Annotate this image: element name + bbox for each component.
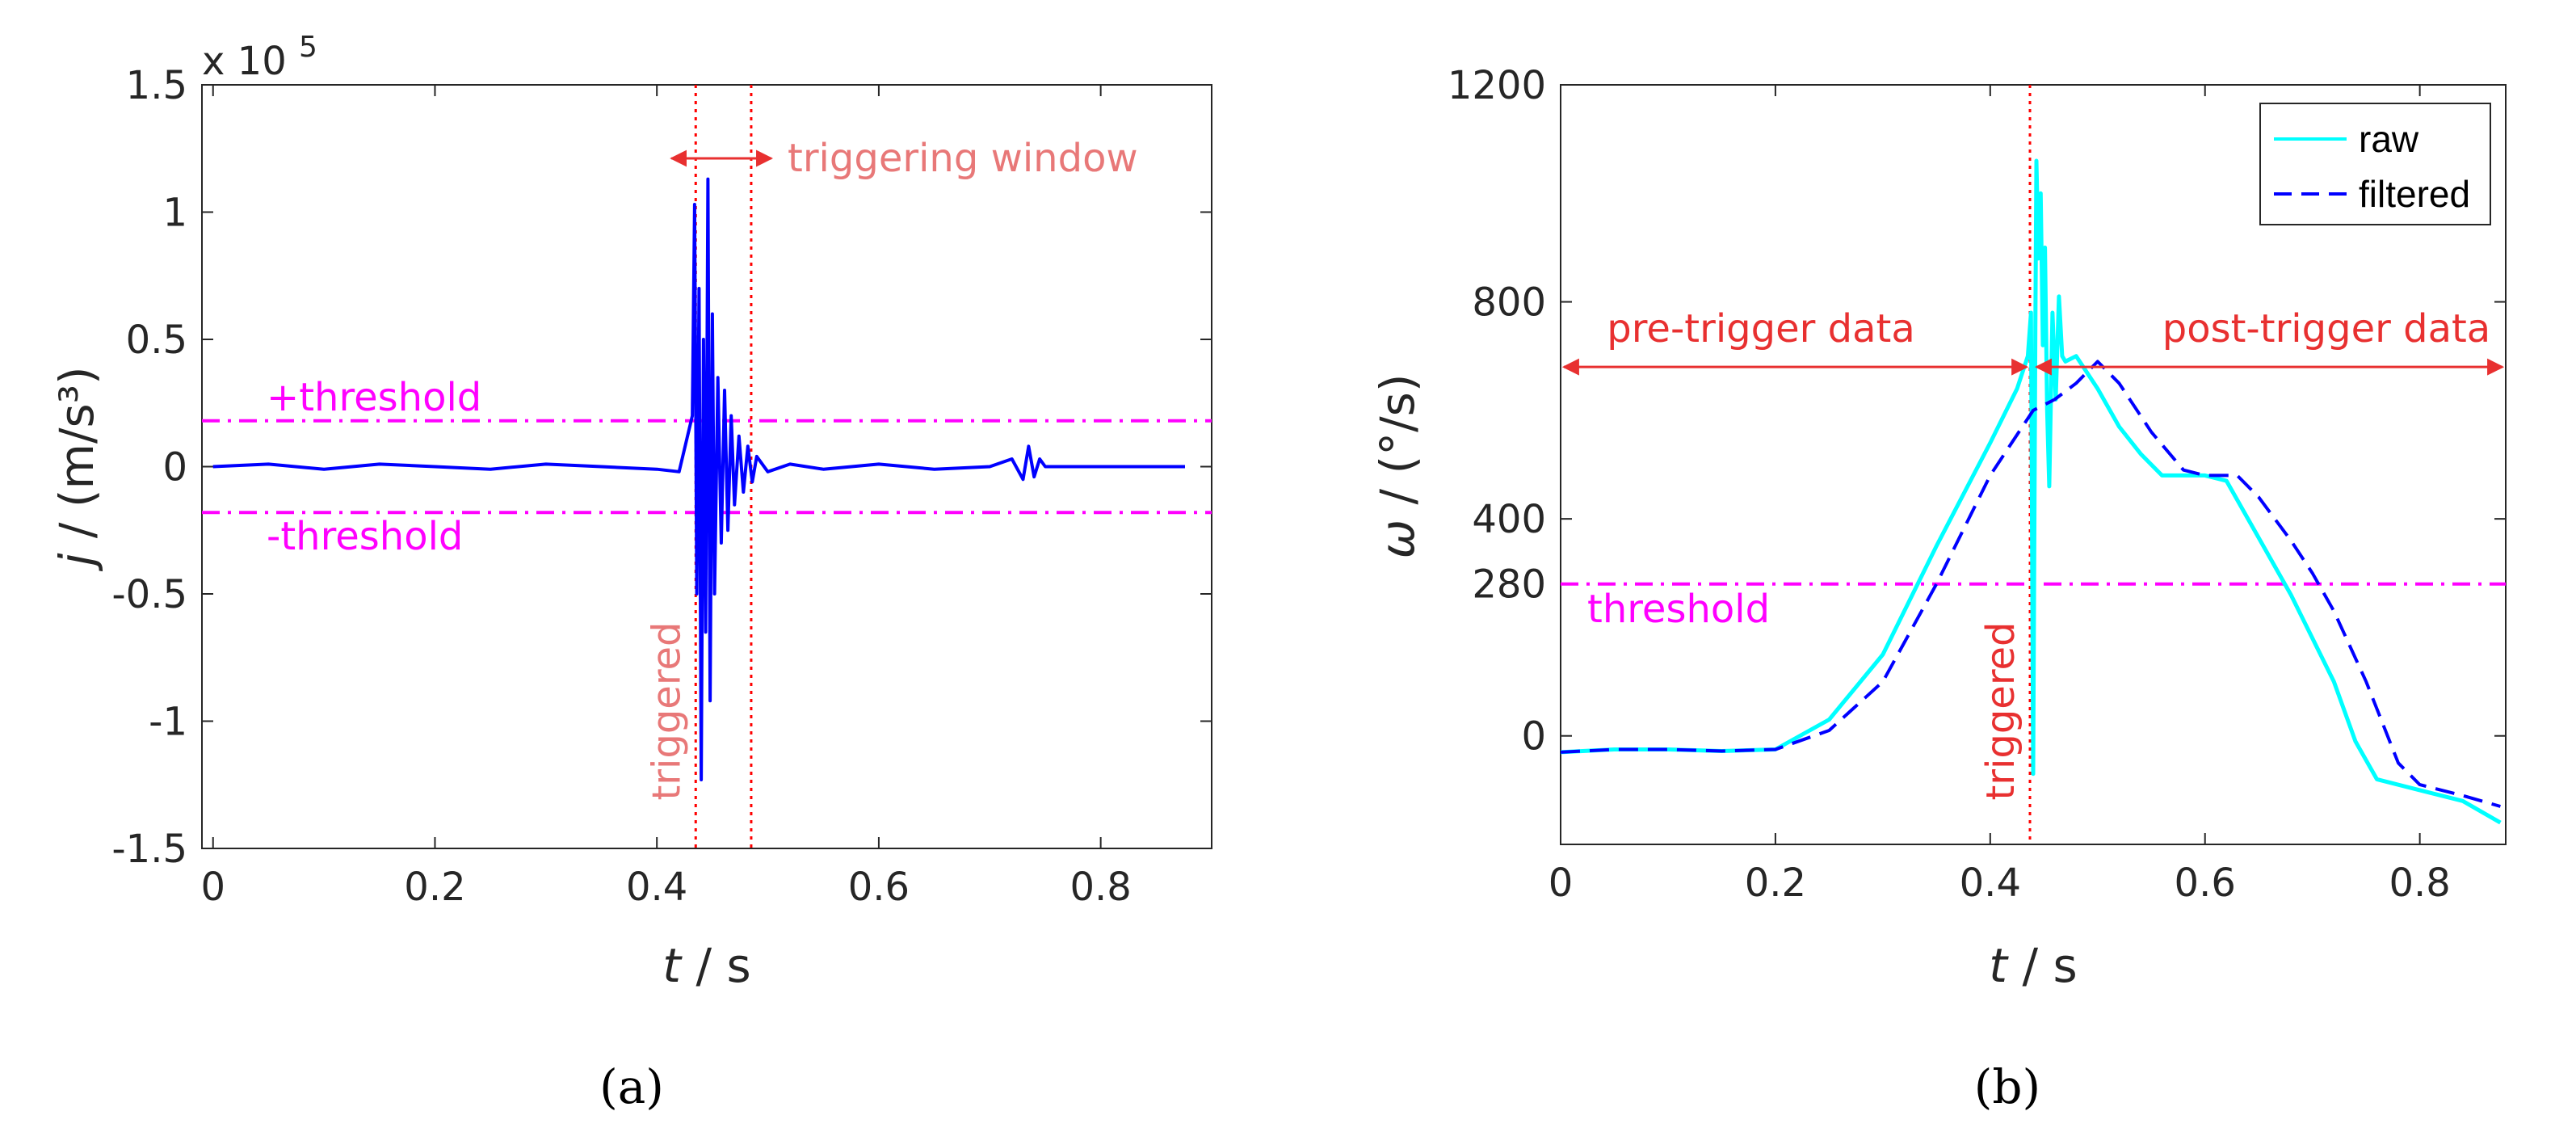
y-tick-label-b-0: 0 (1521, 714, 1546, 760)
legend-filtered-label: filtered (2359, 173, 2470, 215)
x-tick-label-a-2: 0.4 (626, 865, 687, 910)
x-tick-label-a-0: 0 (200, 865, 225, 910)
legend-raw-label: raw (2359, 118, 2419, 160)
x-tick-label-a-1: 0.2 (404, 865, 465, 910)
chart-panel-b: 0 280 400 800 1200 0 0.2 0.4 0.6 0.8 threshold t… (1370, 63, 2507, 1114)
y-exponent-base: x 10 (202, 39, 287, 84)
y-exponent-label: x 10 5 (202, 31, 317, 84)
subcaption-b-text: (b) (1974, 1059, 2040, 1114)
post-trigger-label: post-trigger data (2162, 306, 2490, 351)
y-tick-label-a-0: -1.5 (111, 827, 187, 872)
upper-threshold-label: +threshold (267, 375, 481, 420)
x-tick-label-b-4: 0.8 (2389, 861, 2450, 906)
ticks-b (1560, 84, 2506, 844)
series-a (212, 177, 1185, 781)
y-tick-label-a-4: 0.5 (126, 318, 187, 363)
y-axis-unit-b: / (°/s) (1370, 373, 1425, 519)
series-line-filtered (1560, 360, 2501, 808)
y-tick-label-b-4: 1200 (1448, 63, 1546, 108)
subcaption-a: (a) (599, 1059, 664, 1114)
y-axis-label-a: j / (m/s³) (49, 366, 104, 571)
x-tick-label-a-4: 0.8 (1069, 865, 1131, 910)
y-axis-label-b: ω / (°/s) (1370, 373, 1425, 558)
series-line-jerk (212, 177, 1185, 781)
series-line-raw (1560, 158, 2502, 825)
ytick-labels-a: -1.5 -1 -0.5 0 0.5 1 1.5 (111, 63, 187, 872)
y-tick-label-a-3: 0 (162, 445, 187, 490)
lower-threshold-label: -threshold (267, 514, 463, 559)
x-tick-label-b-1: 0.2 (1745, 861, 1806, 906)
y-tick-label-b-2: 400 (1472, 497, 1546, 542)
x-tick-label-b-0: 0 (1549, 861, 1574, 906)
y-tick-label-a-5: 1 (162, 191, 187, 236)
x-tick-label-b-3: 0.6 (2175, 861, 2236, 906)
legend-box (2259, 103, 2491, 225)
triggering-window-label: triggering window (788, 136, 1138, 181)
subcaption-b: (b) (1974, 1059, 2040, 1114)
legend: raw filtered (2259, 103, 2491, 225)
y-tick-label-a-1: -1 (149, 700, 187, 745)
triggered-label-b: triggered (1978, 621, 2023, 800)
xtick-labels-a: 0 0.2 0.4 0.6 0.8 (200, 865, 1131, 910)
triggered-label-a: triggered (644, 621, 689, 800)
x-tick-label-a-3: 0.6 (848, 865, 910, 910)
pre-trigger-label: pre-trigger data (1607, 306, 1914, 351)
x-axis-unit-a: / s (681, 938, 751, 993)
ytick-labels-b: 0 280 400 800 1200 (1448, 63, 1546, 760)
x-axis-unit-b: / s (2007, 938, 2078, 993)
y-exponent-power: 5 (299, 31, 317, 64)
series-b (1560, 158, 2502, 825)
threshold-label-b: threshold (1587, 587, 1770, 632)
y-tick-label-a-2: -0.5 (111, 572, 187, 617)
subcaption-a-text: (a) (599, 1059, 664, 1114)
x-axis-var-a: t (662, 938, 683, 993)
x-axis-var-b: t (1989, 938, 2009, 993)
ticks-a (202, 84, 1212, 849)
y-axis-unit-a: / (m/s³) (49, 366, 104, 553)
x-axis-label-a: t / s (662, 938, 750, 993)
y-tick-label-b-3: 800 (1472, 280, 1546, 326)
y-axis-var-a: j (49, 553, 104, 572)
x-tick-label-b-2: 0.4 (1960, 861, 2021, 906)
y-axis-var-b: ω (1370, 520, 1425, 559)
x-axis-label-b: t / s (1989, 938, 2077, 993)
y-tick-label-b-1: 280 (1472, 562, 1546, 608)
chart-panel-a: -1.5-1-0.500.511.5 0 0.2 0.4 0.6 0.8 x 10 5 … (49, 31, 1212, 1114)
xtick-labels-b: 0 0.2 0.4 0.6 0.8 (1549, 861, 2451, 906)
y-tick-label-a-6: 1.5 (126, 63, 187, 108)
